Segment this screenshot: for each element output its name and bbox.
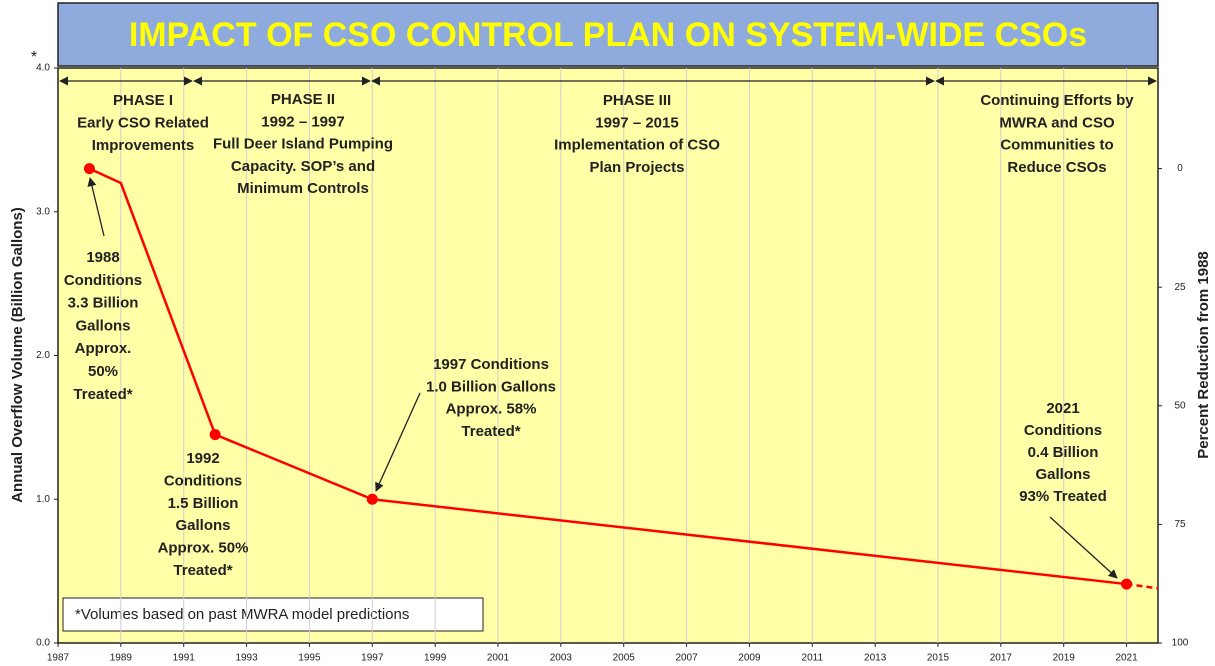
annotation: Approx. 58% — [446, 401, 537, 418]
phase-arrows — [59, 76, 1157, 579]
phase-label: Continuing Efforts by — [980, 92, 1134, 109]
y2-tick-label: 75 — [1174, 519, 1186, 530]
x-tick-label: 2007 — [675, 653, 698, 664]
phase-label: Plan Projects — [589, 159, 684, 176]
x-tick-label: 2001 — [487, 653, 510, 664]
phase-label: Improvements — [92, 137, 195, 154]
annotation: Treated* — [73, 386, 132, 403]
x-tick-label: 2009 — [738, 653, 761, 664]
y2-tick-label: 50 — [1174, 400, 1186, 411]
annotation: Conditions — [1024, 422, 1102, 439]
phase-label: 1992 – 1997 — [261, 113, 344, 130]
phase-label: Full Deer Island Pumping — [213, 136, 393, 153]
x-tick-label: 2021 — [1115, 653, 1138, 664]
phase-label: PHASE II — [271, 91, 335, 108]
phase-label: Reduce CSOs — [1007, 159, 1106, 176]
x-tick-label: 2011 — [802, 653, 824, 664]
footnote-box — [62, 597, 484, 632]
annotation: 50% — [88, 363, 118, 380]
footnote: *Volumes based on past MWRA model predic… — [75, 606, 409, 623]
x-tick-label: 1997 — [361, 653, 384, 664]
annotation: 2021 — [1046, 400, 1079, 417]
phase-label: PHASE III — [603, 92, 671, 109]
x-tick-label: 2019 — [1053, 653, 1076, 664]
annotation: Approx. — [75, 340, 132, 357]
phase-label: Communities to — [1000, 137, 1113, 154]
y2-axis-title: Percent Reduction from 1988 — [1195, 251, 1212, 459]
x-tick-label: 1999 — [424, 653, 447, 664]
y-tick-label: 3.0 — [36, 206, 50, 217]
x-tick-label: 1993 — [235, 653, 258, 664]
y2-tick-label: 100 — [1172, 638, 1189, 649]
y2-tick-label: 0 — [1177, 163, 1183, 174]
x-tick-label: 2005 — [613, 653, 636, 664]
annotation: Gallons — [175, 517, 230, 534]
x-tick-label: 2015 — [927, 653, 950, 664]
annotation: 1.0 Billion Gallons — [426, 378, 556, 395]
data-point — [366, 493, 378, 505]
y-tick-label: 4.0 — [36, 63, 50, 74]
phase-label: 1997 – 2015 — [595, 114, 678, 131]
y-tick-label: 2.0 — [36, 350, 50, 361]
y2-tick-label: 25 — [1174, 282, 1186, 293]
y-tick-label: 1.0 — [36, 494, 50, 505]
phase-label: PHASE I — [113, 92, 173, 109]
asterisk: * — [31, 49, 37, 66]
phase-label: Minimum Controls — [237, 180, 369, 197]
annotation: 0.4 Billion — [1028, 444, 1099, 461]
annotation: 1.5 Billion — [168, 495, 239, 512]
x-tick-label: 2013 — [864, 653, 887, 664]
annotation: Conditions — [164, 472, 242, 489]
annotation: 1988 — [86, 249, 119, 266]
chart-title: IMPACT OF CSO CONTROL PLAN ON SYSTEM-WID… — [129, 16, 1087, 54]
x-tick-label: 1991 — [173, 653, 196, 664]
data-point — [209, 429, 221, 441]
phase-label: MWRA and CSO — [999, 114, 1115, 131]
x-tick-label: 2003 — [550, 653, 573, 664]
plot-area — [57, 67, 1159, 644]
x-tick-label: 1987 — [47, 653, 70, 664]
annotation: Treated* — [173, 562, 232, 579]
callout-arrow — [87, 177, 105, 237]
annotation: 1997 Conditions — [433, 356, 549, 373]
callout-arrow — [1049, 516, 1118, 579]
callout-arrow — [375, 392, 421, 492]
phase-label: Capacity. SOP’s and — [231, 158, 375, 175]
x-tick-label: 1995 — [298, 653, 321, 664]
data-line — [1126, 582, 1159, 590]
y-axis-title: Annual Overflow Volume (Billion Gallons) — [9, 207, 26, 503]
annotation: Treated* — [461, 423, 520, 440]
phase-label: Implementation of CSO — [554, 137, 720, 154]
title-box — [57, 2, 1159, 67]
annotation: Gallons — [75, 317, 130, 334]
annotation: Conditions — [64, 272, 142, 289]
annotation: Gallons — [1035, 466, 1090, 483]
annotation: 3.3 Billion — [68, 295, 139, 312]
y-tick-label: 0.0 — [36, 638, 50, 649]
x-tick-label: 1989 — [110, 653, 133, 664]
annotation: 1992 — [186, 450, 219, 467]
annotation: Approx. 50% — [158, 540, 249, 557]
phase-label: Early CSO Related — [77, 114, 209, 131]
x-tick-label: 2017 — [990, 653, 1013, 664]
data-point — [83, 163, 95, 175]
annotation: 93% Treated — [1019, 488, 1107, 505]
